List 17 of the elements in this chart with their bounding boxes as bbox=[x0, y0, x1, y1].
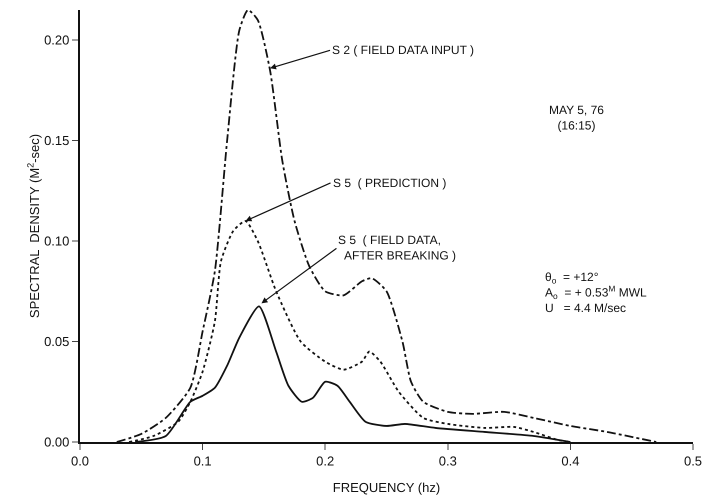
y-tick-label: 0.00 bbox=[44, 434, 70, 450]
x-tick-label: 0.4 bbox=[561, 454, 580, 469]
text: θ$_{o}$ = +12° A$_{o}$ = + 0.53$^{M}$ MWL U = 4.4 M/sec bbox=[545, 270, 647, 316]
x-tick-label: 0.2 bbox=[316, 454, 334, 469]
annotation: S 5 ( FIELD DATA, AFTER BREAKING ) bbox=[338, 233, 456, 263]
y-tick-label: 0.05 bbox=[44, 334, 70, 350]
y-tick-label: 0.20 bbox=[44, 32, 70, 48]
x-tick-label: 0.3 bbox=[438, 454, 457, 469]
annotation: S 5 ( PREDICTION ) bbox=[333, 176, 446, 190]
x-tick-label: 0.5 bbox=[684, 454, 702, 469]
y-tick-label: 0.15 bbox=[44, 133, 70, 148]
y-tick-label: 0.10 bbox=[44, 234, 70, 249]
annotation: S 2 ( FIELD DATA INPUT ) bbox=[332, 43, 474, 57]
x-axis-title: FREQUENCY (hz) bbox=[332, 480, 440, 495]
x-tick-label: 0.1 bbox=[194, 454, 212, 469]
x-tick-label: 0.0 bbox=[70, 454, 90, 469]
annotation: MAY 5, 76 (16:15) bbox=[549, 103, 604, 133]
